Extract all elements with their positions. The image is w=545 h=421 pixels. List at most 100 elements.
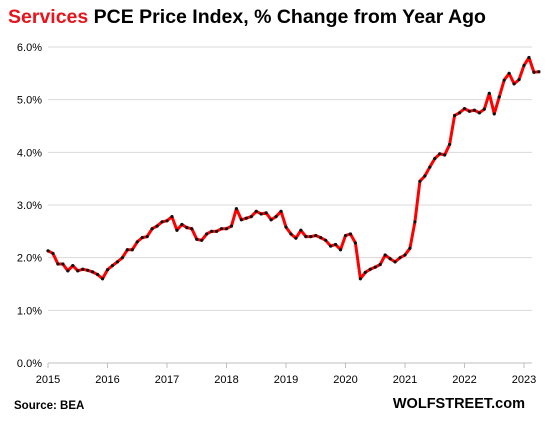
- y-tick-label: 6.0%: [17, 42, 42, 54]
- data-point: [467, 109, 472, 113]
- data-point: [46, 249, 50, 253]
- data-point: [438, 152, 442, 156]
- data-point: [423, 174, 427, 178]
- y-tick-label: 5.0%: [17, 95, 42, 107]
- data-point: [319, 236, 323, 240]
- x-tick-label: 2015: [36, 374, 60, 386]
- data-point: [433, 157, 437, 161]
- data-point: [150, 227, 154, 231]
- y-tick-label: 4.0%: [17, 147, 42, 159]
- data-point: [165, 219, 169, 223]
- data-point: [61, 262, 65, 266]
- data-point: [115, 260, 120, 264]
- data-point: [100, 277, 105, 281]
- data-point: [269, 218, 273, 222]
- data-point: [517, 78, 521, 82]
- data-point: [259, 212, 263, 216]
- data-point: [195, 237, 199, 241]
- title-accent: Services: [8, 6, 89, 28]
- data-point: [234, 207, 239, 211]
- data-point: [289, 232, 293, 236]
- data-point: [86, 268, 90, 272]
- data-point: [284, 225, 288, 229]
- data-point: [304, 235, 308, 239]
- data-point: [95, 272, 100, 277]
- data-point: [175, 228, 179, 232]
- source-note: Source: BEA: [14, 400, 85, 412]
- data-point: [185, 226, 189, 230]
- data-point: [497, 95, 501, 99]
- data-point: [482, 107, 486, 111]
- data-point: [324, 238, 328, 242]
- data-point: [512, 82, 516, 86]
- data-point: [403, 253, 407, 257]
- data-point: [140, 236, 144, 240]
- data-point: [507, 71, 511, 75]
- data-point: [537, 70, 541, 74]
- data-point: [294, 236, 298, 240]
- data-point: [452, 113, 457, 118]
- x-tick-label: 2020: [333, 374, 357, 386]
- data-point: [373, 265, 377, 269]
- data-point: [338, 248, 343, 252]
- data-point: [56, 262, 60, 266]
- data-point: [180, 222, 184, 227]
- data-point: [155, 224, 159, 228]
- data-point: [274, 214, 278, 219]
- data-point: [205, 232, 209, 236]
- data-point: [398, 256, 402, 260]
- data-point: [314, 233, 318, 238]
- y-tick-label: 3.0%: [17, 200, 42, 212]
- data-point: [353, 241, 358, 245]
- data-point: [527, 55, 531, 60]
- data-point: [120, 256, 124, 260]
- chart-title: Services PCE Price Index, % Change from …: [8, 6, 538, 29]
- data-point: [145, 235, 149, 239]
- series-line: [46, 56, 541, 281]
- data-point: [418, 179, 422, 183]
- data-point: [299, 228, 303, 232]
- y-tick-label: 2.0%: [17, 253, 42, 265]
- x-tick-label: 2023: [512, 374, 536, 386]
- data-point: [160, 220, 164, 224]
- data-point: [492, 112, 496, 116]
- data-point: [105, 268, 110, 272]
- data-point: [110, 263, 115, 268]
- x-tick-label: 2019: [274, 374, 298, 386]
- data-point: [477, 111, 481, 115]
- data-point: [472, 108, 477, 112]
- data-point: [264, 211, 268, 215]
- brand-logo: WOLFSTREET.com: [392, 396, 525, 412]
- data-point: [383, 253, 387, 257]
- data-point: [125, 248, 129, 252]
- data-point: [190, 227, 194, 231]
- data-point: [428, 165, 432, 169]
- data-point: [244, 216, 248, 220]
- data-point: [502, 78, 506, 82]
- axis-layer: 0.0% 1.0% 2.0% 3.0% 4.0% 5.0% 6.0% 2015 2016 2017…: [17, 42, 536, 386]
- data-point: [229, 224, 234, 228]
- data-point: [408, 246, 412, 250]
- series-layer: [46, 55, 541, 281]
- data-point: [343, 233, 348, 238]
- y-tick-label: 0.0%: [17, 358, 42, 370]
- data-point: [130, 248, 134, 252]
- data-point: [66, 269, 70, 273]
- data-point: [71, 263, 75, 268]
- data-point: [135, 240, 139, 244]
- data-point: [249, 214, 253, 219]
- grid-layer: [48, 46, 532, 364]
- data-point: [462, 107, 467, 111]
- data-point: [363, 270, 367, 275]
- data-point: [413, 220, 417, 224]
- x-tick-label: 2018: [214, 374, 238, 386]
- x-tick-label: 2022: [452, 374, 476, 386]
- data-point: [522, 63, 526, 68]
- x-tick-label: 2017: [155, 374, 179, 386]
- data-point: [457, 111, 462, 115]
- data-point: [81, 267, 85, 271]
- data-point: [532, 70, 536, 74]
- x-tick-label: 2021: [393, 374, 417, 386]
